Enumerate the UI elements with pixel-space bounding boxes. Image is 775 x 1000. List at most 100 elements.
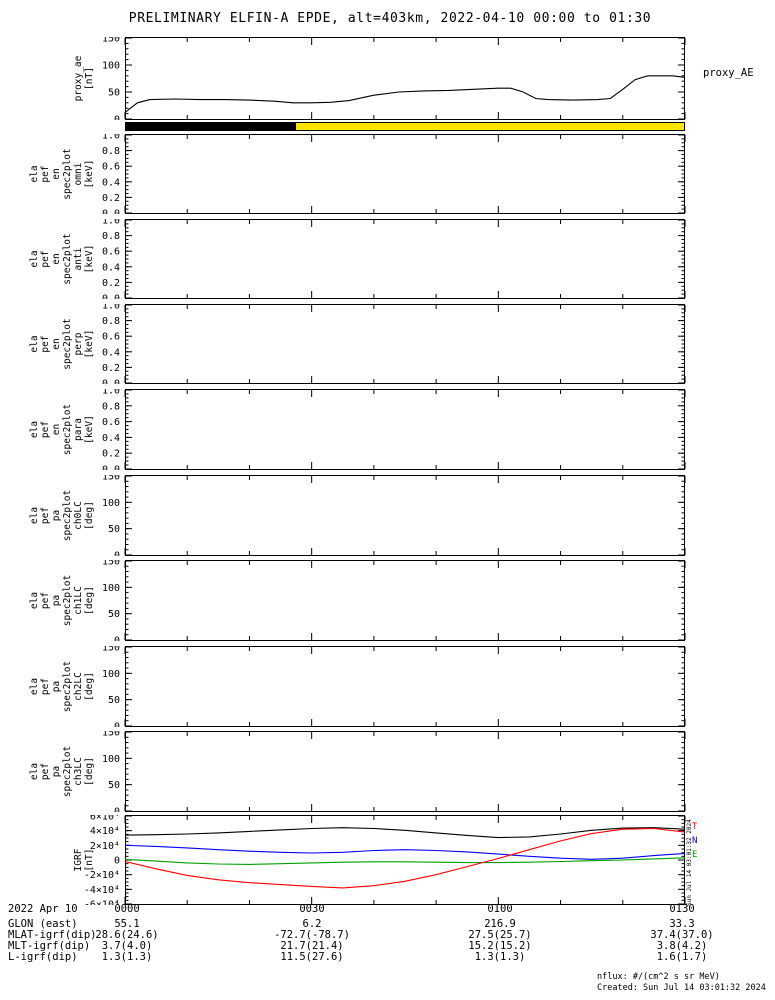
svg-text:pef: pef xyxy=(40,678,51,695)
svg-text:150: 150 xyxy=(102,560,120,568)
ephemeris-value: 37.4(37.0) xyxy=(650,929,714,941)
svg-text:0.6: 0.6 xyxy=(102,332,120,343)
svg-text:perp: perp xyxy=(73,332,84,355)
svg-text:0.8: 0.8 xyxy=(102,316,120,327)
xaxis-tick-label: 0130 xyxy=(669,903,695,915)
xaxis-tick-label: 0030 xyxy=(299,903,325,915)
svg-text:[deg]: [deg] xyxy=(84,586,95,615)
svg-text:0.0: 0.0 xyxy=(102,209,120,215)
svg-text:0: 0 xyxy=(114,807,120,813)
ephemeris-value: 28.6(24.6) xyxy=(95,929,159,941)
svg-text:pef: pef xyxy=(40,250,51,267)
svg-text:pef: pef xyxy=(40,763,51,780)
ephemeris-value: 1.3(1.3) xyxy=(101,951,153,963)
svg-text:[keV]: [keV] xyxy=(84,330,95,359)
svg-text:spec2plot: spec2plot xyxy=(62,233,73,284)
svg-text:0.4: 0.4 xyxy=(102,262,120,273)
svg-text:N: N xyxy=(692,836,697,846)
svg-text:-2×10⁴: -2×10⁴ xyxy=(84,870,120,881)
ephemeris-value: 6.2 xyxy=(302,918,322,930)
svg-text:150: 150 xyxy=(102,475,120,483)
svg-text:0.2: 0.2 xyxy=(102,449,120,460)
svg-text:T: T xyxy=(692,822,698,832)
ephemeris-value: 1.6(1.7) xyxy=(656,951,708,963)
svg-text:6×10⁴: 6×10⁴ xyxy=(90,815,120,823)
ephemeris-row-label: L-igrf(dip) xyxy=(8,951,78,963)
svg-text:ela: ela xyxy=(29,165,40,182)
ephemeris-row-label: GLON (east) xyxy=(8,918,78,930)
svg-text:pa: pa xyxy=(51,510,62,521)
side-timestamp: Sun Jul 14 03:01:32 2024 xyxy=(686,819,693,906)
svg-text:spec2plot: spec2plot xyxy=(62,148,73,199)
svg-text:0.0: 0.0 xyxy=(102,465,120,471)
svg-text:para: para xyxy=(73,418,84,441)
svg-text:0: 0 xyxy=(114,856,120,867)
svg-text:2×10⁴: 2×10⁴ xyxy=(90,841,120,852)
svg-text:en: en xyxy=(51,338,62,349)
ephemeris-value: 216.9 xyxy=(484,918,516,930)
svg-text:50: 50 xyxy=(108,609,120,620)
svg-text:0.8: 0.8 xyxy=(102,401,120,412)
svg-text:[keV]: [keV] xyxy=(84,245,95,274)
svg-text:[deg]: [deg] xyxy=(84,501,95,530)
panel-pa-spec-ch2: 0 50 100 150 ela pef pa spec2plot ch2LC [deg] xyxy=(0,646,775,727)
svg-text:pef: pef xyxy=(40,421,51,438)
svg-text:0.2: 0.2 xyxy=(102,363,120,374)
ephemeris-value: 3.8(4.2) xyxy=(656,940,708,952)
ephemeris-row-mlt: MLT-igrf(dip) 3.7(4.0) 21.7(21.4) 15.2(1… xyxy=(0,940,775,952)
svg-text:ela: ela xyxy=(29,763,40,780)
svg-text:50: 50 xyxy=(108,780,120,791)
svg-text:100: 100 xyxy=(102,754,120,765)
xaxis-tick-label: 0100 xyxy=(487,903,513,915)
svg-text:spec2plot: spec2plot xyxy=(62,490,73,541)
svg-text:ela: ela xyxy=(29,507,40,524)
svg-text:0.6: 0.6 xyxy=(102,247,120,258)
svg-text:ela: ela xyxy=(29,421,40,438)
svg-text:4×10⁴: 4×10⁴ xyxy=(90,826,120,837)
svg-text:0.6: 0.6 xyxy=(102,417,120,428)
svg-text:spec2plot: spec2plot xyxy=(62,318,73,369)
svg-text:1.0: 1.0 xyxy=(102,389,120,397)
svg-text:0.6: 0.6 xyxy=(102,162,120,173)
svg-text:ch0LC: ch0LC xyxy=(73,501,84,530)
panel-en-spec-perp: 0.0 0.2 0.4 0.6 0.8 1.0 ela pef en spec2plot perp[… xyxy=(0,304,775,384)
svg-text:[keV]: [keV] xyxy=(84,415,95,444)
svg-text:150: 150 xyxy=(102,731,120,739)
svg-text:[nT]: [nT] xyxy=(84,67,95,90)
svg-text:-6×10⁴: -6×10⁴ xyxy=(84,900,120,906)
ephemeris-value: 27.5(25.7) xyxy=(468,929,532,941)
nflux-units-note: nflux: #/(cm^2 s sr MeV) xyxy=(597,972,720,982)
svg-text:en: en xyxy=(51,168,62,179)
ephemeris-value: 33.3 xyxy=(669,918,695,930)
plot-title: PRELIMINARY ELFIN-A EPDE, alt=403km, 202… xyxy=(128,11,652,26)
svg-text:omni: omni xyxy=(73,162,84,185)
svg-text:0.0: 0.0 xyxy=(102,379,120,385)
panel-en-spec-para: 0.0 0.2 0.4 0.6 0.8 1.0 ela pef en spec2plot para[… xyxy=(0,389,775,470)
svg-text:ch1LC: ch1LC xyxy=(73,586,84,615)
svg-text:ch3LC: ch3LC xyxy=(73,757,84,786)
svg-text:0.4: 0.4 xyxy=(102,433,120,444)
ephemeris-value: 11.5(27.6) xyxy=(280,951,344,963)
svg-text:spec2plot: spec2plot xyxy=(62,404,73,455)
panel-pa-spec-ch0: 0 50 100 150 ela pef pa spec2plot ch0LC [deg] xyxy=(0,475,775,556)
svg-text:spec2plot: spec2plot xyxy=(62,575,73,626)
ephemeris-value: 55.1 xyxy=(114,918,140,930)
svg-text:[keV]: [keV] xyxy=(84,160,95,189)
svg-text:ela: ela xyxy=(29,678,40,695)
svg-text:ela: ela xyxy=(29,592,40,609)
svg-text:ch2LC: ch2LC xyxy=(73,672,84,701)
svg-text:50: 50 xyxy=(108,524,120,535)
panel-en-spec-omni: 0.0 0.2 0.4 0.6 0.8 1.0 ela pef en spec2plot omni[… xyxy=(0,134,775,214)
date-label: 2022 Apr 10 xyxy=(8,903,78,915)
svg-text:1.0: 1.0 xyxy=(102,219,120,227)
svg-text:spec2plot: spec2plot xyxy=(62,746,73,797)
svg-text:spec2plot: spec2plot xyxy=(62,661,73,712)
svg-text:pef: pef xyxy=(40,335,51,352)
svg-text:0.2: 0.2 xyxy=(102,278,120,289)
svg-text:0.0: 0.0 xyxy=(102,294,120,300)
svg-text:0.8: 0.8 xyxy=(102,146,120,157)
ephemeris-value: 21.7(21.4) xyxy=(280,940,344,952)
ephemeris-value: -72.7(-78.7) xyxy=(274,929,350,941)
svg-text:pa: pa xyxy=(51,595,62,606)
